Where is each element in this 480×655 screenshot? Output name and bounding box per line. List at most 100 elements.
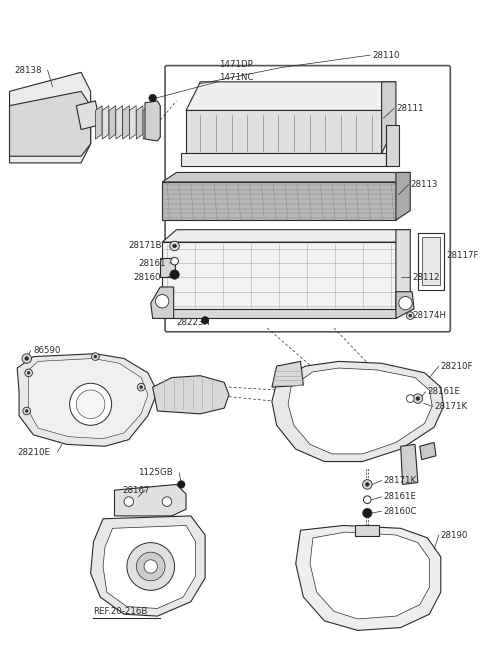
Polygon shape xyxy=(382,82,396,153)
Circle shape xyxy=(137,383,145,391)
Circle shape xyxy=(25,356,29,360)
Text: 28161E: 28161E xyxy=(384,493,417,501)
Text: REF.20-216B: REF.20-216B xyxy=(94,607,148,616)
Text: 28160: 28160 xyxy=(133,273,161,282)
Text: 28210E: 28210E xyxy=(17,447,50,457)
Circle shape xyxy=(22,354,32,364)
Circle shape xyxy=(416,397,420,400)
Polygon shape xyxy=(123,105,129,139)
Circle shape xyxy=(413,394,423,403)
Text: 86590: 86590 xyxy=(34,346,61,356)
Polygon shape xyxy=(151,287,174,318)
Polygon shape xyxy=(272,362,303,387)
Text: 28171K: 28171K xyxy=(384,476,417,485)
Text: 28110: 28110 xyxy=(372,50,399,60)
Circle shape xyxy=(144,560,157,573)
Text: 28171K: 28171K xyxy=(434,402,467,411)
Polygon shape xyxy=(76,101,100,130)
Polygon shape xyxy=(162,182,396,220)
Circle shape xyxy=(94,355,97,358)
Polygon shape xyxy=(418,233,444,290)
Text: 28190: 28190 xyxy=(441,531,468,540)
Text: 28210F: 28210F xyxy=(441,362,473,371)
Polygon shape xyxy=(162,242,396,309)
Polygon shape xyxy=(162,172,410,182)
Circle shape xyxy=(407,395,414,402)
Polygon shape xyxy=(136,105,143,139)
Polygon shape xyxy=(396,172,410,220)
Polygon shape xyxy=(162,309,396,318)
Polygon shape xyxy=(91,516,205,616)
Circle shape xyxy=(170,270,180,279)
Polygon shape xyxy=(145,101,160,141)
Polygon shape xyxy=(143,105,150,139)
Polygon shape xyxy=(181,153,386,166)
Text: 28174H: 28174H xyxy=(412,311,446,320)
Text: 1125GB: 1125GB xyxy=(138,468,173,477)
Circle shape xyxy=(178,481,185,488)
Polygon shape xyxy=(102,105,109,139)
Polygon shape xyxy=(153,376,229,414)
Polygon shape xyxy=(272,362,444,462)
Polygon shape xyxy=(396,291,414,318)
Polygon shape xyxy=(109,105,116,139)
Circle shape xyxy=(173,244,177,248)
Circle shape xyxy=(70,383,112,425)
Polygon shape xyxy=(115,485,186,516)
FancyBboxPatch shape xyxy=(165,66,450,332)
Polygon shape xyxy=(10,72,91,163)
Circle shape xyxy=(136,552,165,581)
Text: 28111: 28111 xyxy=(396,104,423,113)
Circle shape xyxy=(170,241,180,251)
Circle shape xyxy=(201,316,209,324)
Polygon shape xyxy=(386,124,399,166)
Circle shape xyxy=(27,371,30,374)
Circle shape xyxy=(124,497,133,506)
Circle shape xyxy=(171,257,179,265)
Polygon shape xyxy=(162,230,410,242)
Circle shape xyxy=(363,496,371,504)
Polygon shape xyxy=(130,105,136,139)
Circle shape xyxy=(149,94,156,102)
Circle shape xyxy=(407,312,414,320)
Text: 1471NC: 1471NC xyxy=(219,73,254,82)
Circle shape xyxy=(362,479,372,489)
Text: 28112: 28112 xyxy=(412,273,440,282)
Circle shape xyxy=(399,297,412,310)
Circle shape xyxy=(409,314,412,317)
Polygon shape xyxy=(396,230,410,309)
Polygon shape xyxy=(296,525,441,630)
Circle shape xyxy=(25,409,28,413)
Polygon shape xyxy=(401,444,418,485)
Text: 28161: 28161 xyxy=(138,259,166,268)
Circle shape xyxy=(365,483,369,487)
Text: 28160C: 28160C xyxy=(384,507,417,515)
Polygon shape xyxy=(288,368,432,454)
Polygon shape xyxy=(420,443,436,460)
Text: 28171B: 28171B xyxy=(129,242,162,250)
Polygon shape xyxy=(96,105,102,139)
Polygon shape xyxy=(355,525,379,536)
Polygon shape xyxy=(186,82,396,111)
Circle shape xyxy=(76,390,105,419)
Polygon shape xyxy=(103,525,195,608)
Polygon shape xyxy=(29,358,148,439)
Circle shape xyxy=(23,407,31,415)
Polygon shape xyxy=(116,105,122,139)
Text: 28167: 28167 xyxy=(122,485,150,495)
Circle shape xyxy=(92,353,99,360)
Polygon shape xyxy=(17,354,157,446)
Text: 28117F: 28117F xyxy=(446,251,479,260)
Text: 28138: 28138 xyxy=(14,66,42,75)
Circle shape xyxy=(127,542,175,590)
Text: 1471DP: 1471DP xyxy=(219,60,253,69)
Polygon shape xyxy=(422,237,440,285)
Polygon shape xyxy=(160,258,175,278)
Polygon shape xyxy=(186,111,382,153)
Text: 28161E: 28161E xyxy=(427,387,460,396)
Circle shape xyxy=(162,497,172,506)
Circle shape xyxy=(140,386,143,388)
Text: 28113: 28113 xyxy=(410,180,438,189)
Circle shape xyxy=(25,369,33,377)
Polygon shape xyxy=(10,92,91,157)
